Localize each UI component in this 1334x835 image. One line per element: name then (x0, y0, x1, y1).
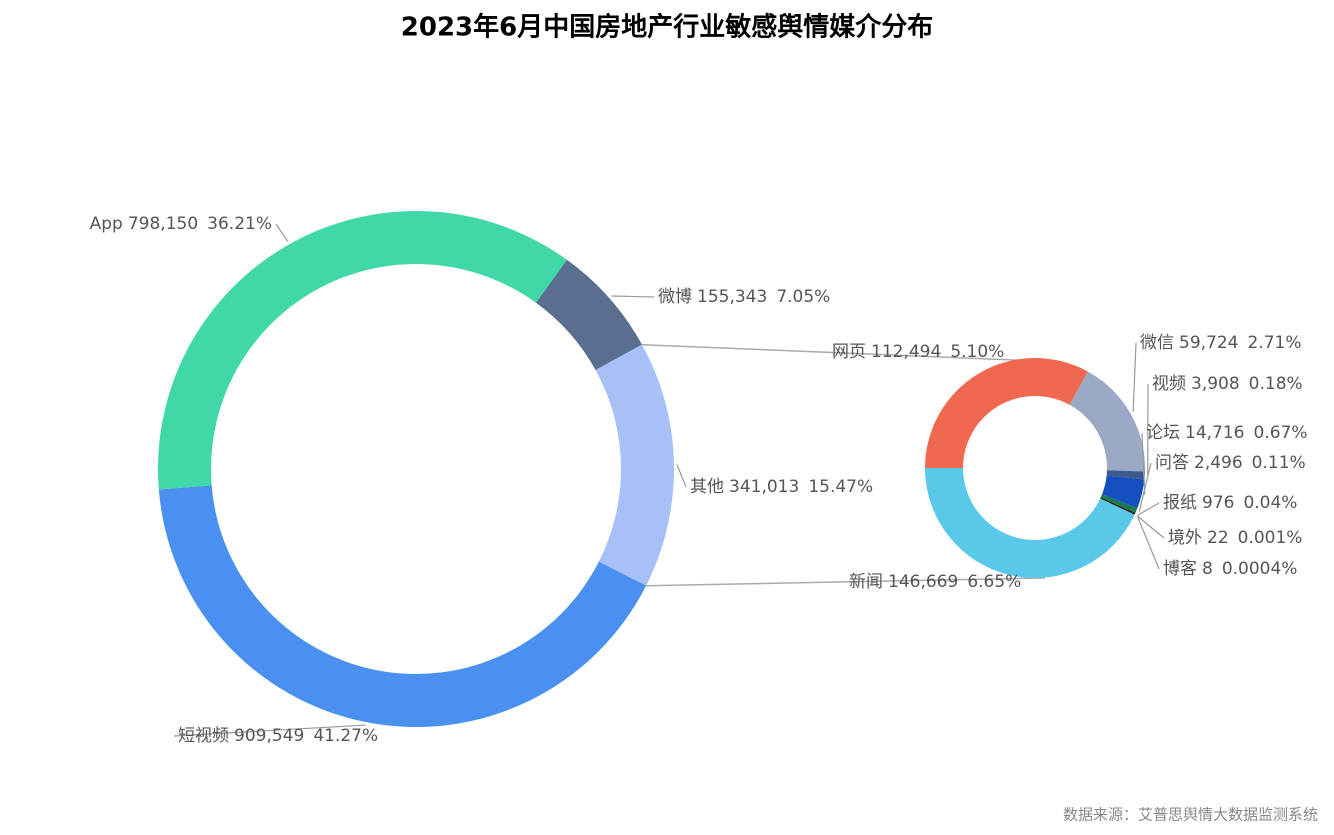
label-name: 新闻 (849, 572, 883, 592)
leader-line (1136, 515, 1160, 570)
label-value: 2,496 (1194, 453, 1243, 473)
leader-line (173, 724, 366, 737)
label-value: 14,716 (1185, 423, 1244, 443)
donut-slice (1100, 494, 1138, 513)
label-percent: 0.04% (1243, 493, 1297, 513)
label-percent: 2.71% (1247, 333, 1301, 353)
label-name: App (90, 214, 123, 234)
label-value: 22 (1207, 528, 1229, 548)
leader-line (676, 464, 687, 488)
label-name: 其他 (690, 477, 724, 497)
donut-slice (158, 485, 647, 727)
label-name: 报纸 (1163, 493, 1197, 513)
connector-line (642, 343, 1064, 363)
label-name: 微信 (1140, 333, 1174, 353)
donut-slice (1106, 470, 1145, 480)
label-value: 59,724 (1179, 333, 1238, 353)
label-percent: 0.11% (1252, 453, 1306, 473)
data-label: 报纸 976 0.04% (1163, 493, 1297, 513)
label-name: 论坛 (1146, 423, 1180, 443)
label-name: 博客 (1163, 559, 1197, 579)
leader-line (1141, 432, 1146, 495)
data-label: 论坛 14,716 0.67% (1146, 423, 1308, 443)
label-percent: 15.47% (808, 477, 873, 497)
label-name: 问答 (1155, 453, 1189, 473)
label-value: 976 (1202, 493, 1234, 513)
label-name: 视频 (1152, 374, 1186, 394)
donut-slice (1100, 497, 1136, 515)
data-label: 问答 2,496 0.11% (1155, 453, 1306, 473)
label-percent: 0.18% (1249, 374, 1303, 394)
data-label: 微信 59,724 2.71% (1140, 333, 1302, 353)
label-value: 909,549 (234, 726, 304, 746)
data-label: 其他 341,013 15.47% (690, 477, 873, 497)
leader-line (1138, 462, 1152, 512)
label-percent: 6.65% (967, 572, 1021, 592)
donut-slice (925, 358, 1088, 468)
label-value: 146,669 (888, 572, 958, 592)
data-label: 境外 22 0.001% (1168, 528, 1302, 548)
chart-title: 2023年6月中国房地产行业敏感舆情媒介分布 (401, 12, 933, 43)
label-value: 155,343 (697, 287, 767, 307)
donut-slice (1069, 371, 1145, 472)
label-value: 3,908 (1191, 374, 1240, 394)
label-name: 微博 (658, 287, 692, 307)
label-percent: 0.67% (1253, 423, 1307, 443)
source: 数据来源：艾普思舆情大数据监测系统 (1063, 806, 1318, 824)
label-percent: 7.05% (776, 287, 830, 307)
data-label: 微博 155,343 7.05% (658, 287, 830, 307)
leader-line (1132, 342, 1137, 413)
label-percent: 41.27% (313, 726, 378, 746)
label-percent: 0.001% (1238, 528, 1303, 548)
label-value: 798,150 (128, 214, 198, 234)
data-label: 短视频 909,549 41.27% (178, 726, 378, 746)
data-label: 视频 3,908 0.18% (1152, 374, 1303, 394)
data-label: 新闻 146,669 6.65% (849, 572, 1021, 592)
donut-slice (595, 344, 674, 586)
label-value: 8 (1202, 559, 1213, 579)
label-percent: 36.21% (207, 214, 272, 234)
data-label: 网页 112,494 5.10% (832, 342, 1004, 362)
label-value: 341,013 (729, 477, 799, 497)
data-label: App 798,150 36.21% (90, 214, 272, 234)
connector-line (646, 577, 1046, 587)
leader-line (611, 295, 655, 298)
leader-line (275, 223, 289, 242)
label-name: 境外 (1168, 528, 1202, 548)
data-label: 博客 8 0.0004% (1163, 559, 1297, 579)
label-value: 112,494 (871, 342, 941, 362)
label-name: 网页 (832, 342, 866, 362)
label-percent: 5.10% (950, 342, 1004, 362)
label-percent: 0.0004% (1222, 559, 1298, 579)
donut-slice (535, 259, 643, 371)
donut-slice (158, 211, 567, 490)
donut-slice (1102, 475, 1145, 509)
donut-slice (1100, 498, 1135, 515)
leader-line (1136, 515, 1165, 539)
donut-slice (1100, 498, 1135, 515)
donut-slice (925, 468, 1135, 578)
leader-line (1137, 502, 1160, 516)
label-name: 短视频 (178, 726, 229, 746)
